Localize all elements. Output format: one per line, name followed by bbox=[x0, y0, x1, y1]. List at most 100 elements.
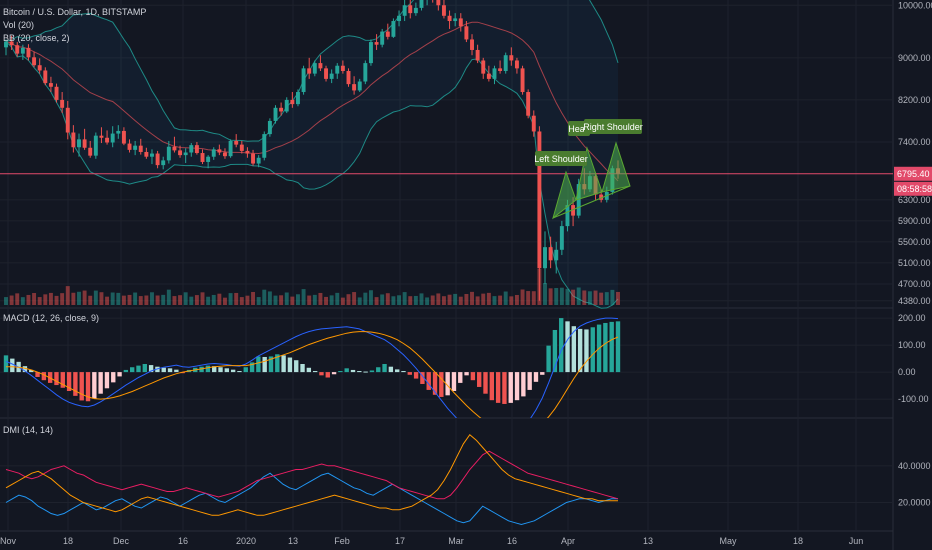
vol-indicator-label[interactable]: Vol (20) bbox=[3, 20, 35, 30]
candle-body bbox=[554, 249, 559, 261]
candle-body bbox=[234, 140, 239, 145]
candle-body bbox=[559, 226, 564, 250]
candle-body bbox=[71, 132, 76, 148]
bb-indicator-label[interactable]: BB (20, close, 2) bbox=[3, 33, 70, 43]
macd-histogram-bar bbox=[521, 372, 526, 397]
macd-histogram-bar bbox=[262, 356, 267, 373]
candle-body bbox=[312, 63, 317, 74]
volume-bar bbox=[295, 294, 300, 305]
macd-histogram-bar bbox=[376, 367, 381, 373]
volume-bar bbox=[346, 294, 351, 305]
macd-histogram-bar bbox=[615, 321, 621, 373]
candle-body bbox=[408, 5, 413, 14]
macd-histogram-bar bbox=[495, 372, 501, 403]
volume-bar bbox=[470, 291, 474, 305]
volume-bar bbox=[543, 283, 547, 305]
macd-tick-label: 200.00 bbox=[898, 313, 926, 323]
dmi-adx-line bbox=[5, 433, 618, 516]
volume-bar bbox=[475, 296, 480, 305]
volume-bar bbox=[582, 290, 587, 305]
candle-body bbox=[161, 160, 166, 166]
volume-bar bbox=[492, 296, 497, 305]
candle-body bbox=[346, 70, 351, 85]
volume-bar bbox=[223, 297, 227, 305]
candle-body bbox=[48, 83, 53, 87]
candle-body bbox=[194, 145, 199, 154]
time-tick-label: Feb bbox=[334, 536, 350, 546]
macd-histogram-bar bbox=[60, 372, 65, 388]
candle-body bbox=[576, 184, 581, 216]
time-tick-label: Apr bbox=[561, 536, 575, 546]
macd-histogram-bar bbox=[312, 371, 318, 373]
volume-bar bbox=[189, 296, 194, 305]
candle-body bbox=[481, 60, 486, 74]
candle-body bbox=[470, 39, 474, 50]
macd-histogram-bar bbox=[111, 372, 116, 383]
macd-histogram-bar bbox=[104, 372, 110, 389]
macd-histogram-bar bbox=[294, 360, 299, 373]
volume-bar bbox=[599, 292, 604, 305]
candle-body bbox=[363, 63, 368, 82]
volume-bar bbox=[200, 292, 205, 305]
volume-bar bbox=[453, 293, 458, 305]
macd-histogram-bar bbox=[54, 372, 59, 386]
macd-histogram-bar bbox=[577, 328, 583, 373]
macd-histogram-bar bbox=[508, 372, 513, 403]
candle-body bbox=[436, 0, 441, 6]
macd-histogram-bar bbox=[382, 364, 387, 373]
candle-body bbox=[402, 5, 407, 16]
macd-histogram-bar bbox=[470, 372, 476, 381]
candle-body bbox=[453, 18, 458, 22]
macd-histogram-bar bbox=[167, 368, 173, 373]
dmi-indicator-label[interactable]: DMI (14, 14) bbox=[3, 425, 54, 435]
volume-bar bbox=[385, 293, 390, 305]
price-tick-label: 9000.00 bbox=[898, 53, 931, 63]
macd-histogram-bar bbox=[29, 369, 34, 373]
candle-body bbox=[509, 55, 514, 61]
candle-body bbox=[318, 63, 323, 69]
candle-body bbox=[368, 42, 373, 64]
last-price-text: 6795.40 bbox=[897, 169, 930, 179]
macd-histogram-bar bbox=[268, 356, 274, 373]
volume-bar bbox=[559, 287, 564, 305]
candle-body bbox=[155, 153, 160, 166]
volume-bar bbox=[20, 297, 25, 305]
candle-body bbox=[133, 145, 138, 150]
macd-histogram-bar bbox=[464, 372, 469, 376]
candle-body bbox=[245, 150, 250, 154]
macd-histogram-bar bbox=[218, 367, 223, 373]
candle-body bbox=[571, 205, 576, 216]
candle-body bbox=[329, 73, 334, 79]
macd-histogram-bar bbox=[552, 329, 558, 373]
volume-bar bbox=[576, 287, 581, 305]
volume-bar bbox=[312, 294, 317, 305]
volume-bar bbox=[610, 289, 615, 305]
candle-body bbox=[172, 146, 177, 151]
volume-bar bbox=[368, 290, 373, 305]
macd-indicator-label[interactable]: MACD (12, 26, close, 9) bbox=[3, 313, 100, 323]
volume-bar bbox=[178, 295, 183, 305]
candle-body bbox=[37, 65, 42, 71]
volume-bar bbox=[413, 295, 418, 305]
volume-bar bbox=[256, 297, 261, 305]
symbol-label[interactable]: Bitcoin / U.S. Dollar, 1D, BITSTAMP bbox=[3, 7, 147, 17]
price-tick-label: 4380.00 bbox=[898, 296, 931, 306]
candle-body bbox=[166, 146, 171, 161]
candle-body bbox=[475, 49, 480, 61]
volume-bar bbox=[587, 291, 592, 305]
macd-histogram-bar bbox=[3, 355, 9, 373]
volume-bar bbox=[155, 295, 160, 305]
volume-bar bbox=[374, 297, 379, 305]
macd-tick-label: 0.00 bbox=[898, 367, 916, 377]
volume-bar bbox=[357, 297, 362, 305]
volume-bar bbox=[363, 292, 368, 305]
volume-bar bbox=[93, 290, 98, 305]
price-tick-label: 6300.00 bbox=[898, 195, 931, 205]
macd-histogram-bar bbox=[237, 371, 242, 373]
macd-histogram-bar bbox=[319, 372, 324, 376]
volume-bar bbox=[430, 295, 435, 305]
candle-body bbox=[492, 68, 497, 79]
volume-bar bbox=[419, 293, 424, 305]
candle-body bbox=[105, 137, 110, 143]
